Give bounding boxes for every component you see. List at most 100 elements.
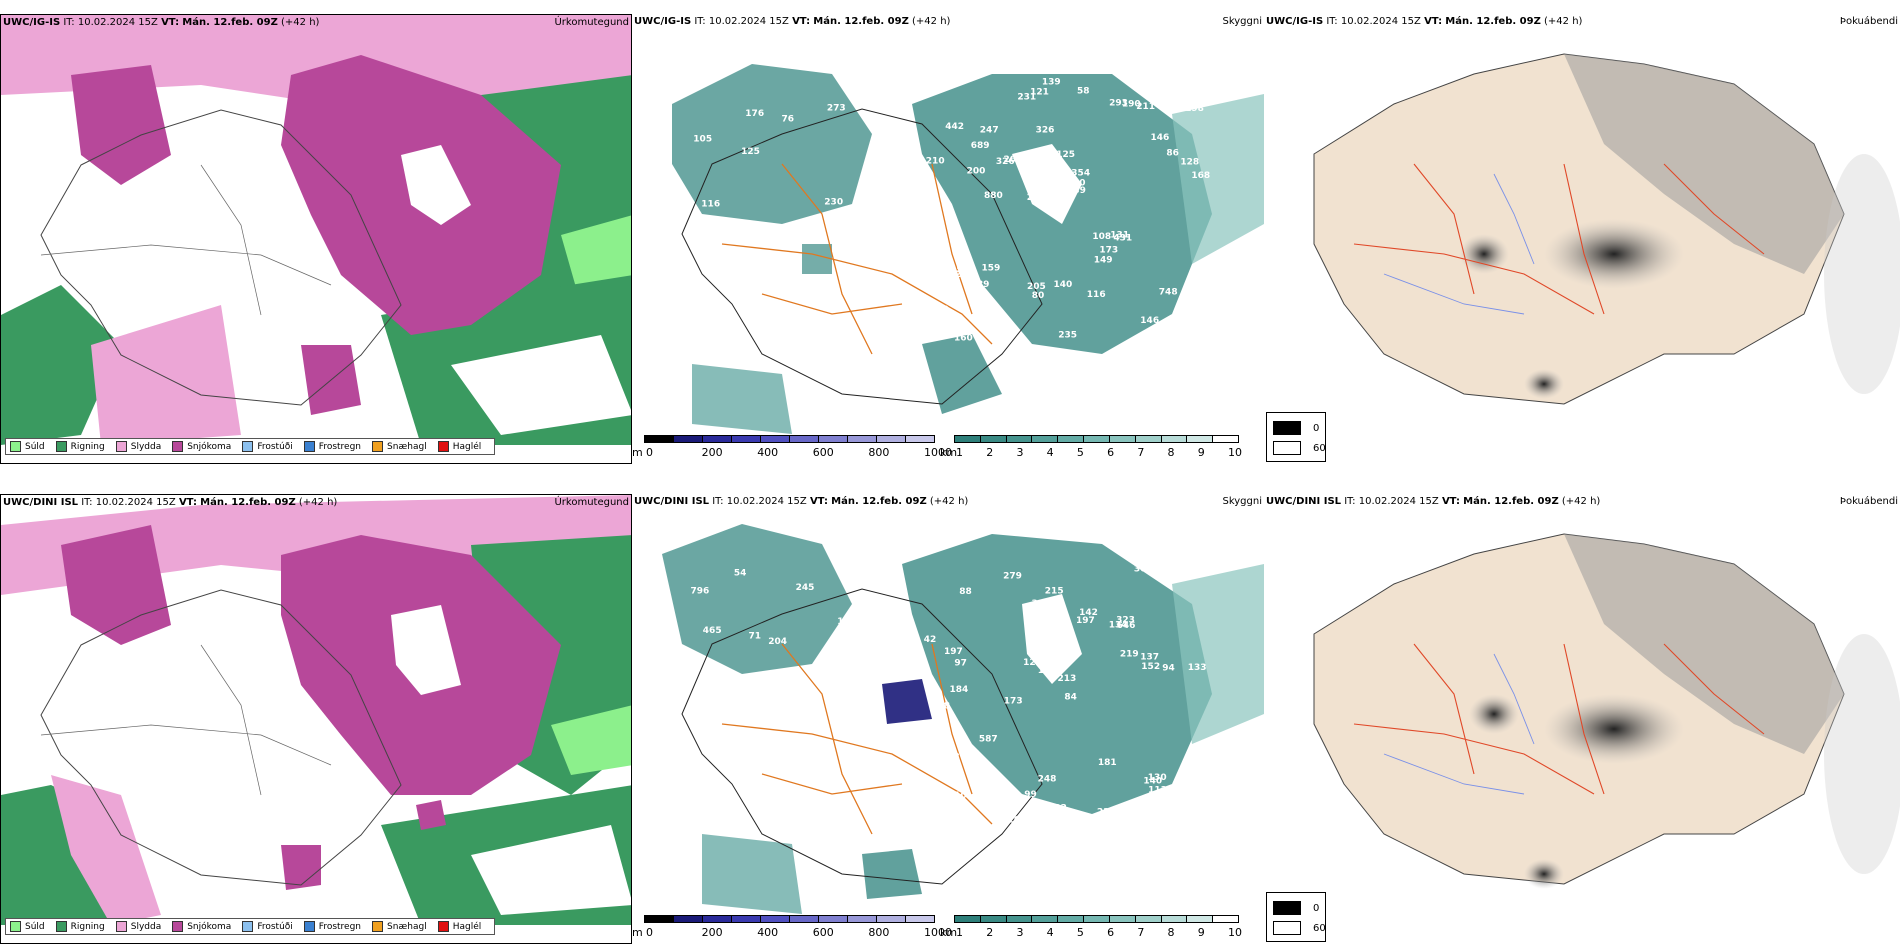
visibility-value-label: 231 [1017, 92, 1036, 102]
colorbar-tick-label: 9 [1197, 926, 1205, 939]
vis-panel-row1: 230 105 273 125 76 116 176 125 153 209 322 363 326 35… [632, 14, 1264, 464]
visibility-value-label: 293 [1109, 98, 1128, 108]
fog-legend-row1: 0 60 [1266, 412, 1326, 462]
visibility-value-label: 173 [837, 617, 856, 627]
colorbar-segment [1108, 435, 1136, 443]
legend-item: Haglél [437, 441, 481, 452]
visibility-value-label: 105 [693, 134, 712, 144]
visibility-value-label: 94 [1162, 663, 1175, 673]
visibility-value-label: 76 [782, 115, 795, 125]
visibility-value-label: 86 [1166, 149, 1179, 159]
colorbar-segment [702, 435, 732, 443]
height-colorbar-row2: m 0 200 400 600 800 1000 [632, 915, 952, 941]
visibility-value-label: 128 [1180, 158, 1199, 168]
fog-swatch-white [1273, 441, 1301, 455]
colorbar-tick-label: 10 [1228, 926, 1242, 939]
colorbar-segment [847, 435, 877, 443]
colorbar-tick-label: 400 [757, 446, 779, 459]
visibility-value-label: 465 [703, 626, 722, 636]
visibility-value-label: 99 [933, 322, 946, 332]
visibility-value-label: 300 [1134, 565, 1153, 575]
fog-map-row1 [1313, 53, 1900, 405]
visibility-value-label: 212 [942, 270, 961, 280]
vis-title-row1: Skyggni [1222, 16, 1262, 27]
fog-header-row1: UWC/IG-IS IT: 10.02.2024 15Z VT: Mán. 12… [1266, 16, 1583, 27]
precip-panel-row2: UWC/DINI ISL IT: 10.02.2024 15Z VT: Mán.… [0, 494, 632, 944]
visibility-value-label: 173 [1004, 697, 1023, 707]
visibility-value-label: 125 [741, 147, 760, 157]
visibility-value-label: 322 [1048, 803, 1067, 813]
colorbar-segment [644, 915, 674, 923]
visibility-value-label: 189 [971, 280, 990, 290]
colorbar-tick-label: 1 [956, 926, 963, 939]
colorbar-segment [1160, 435, 1188, 443]
visibility-value-label: 137 [1140, 652, 1159, 662]
visibility-value-label: 130 [1148, 773, 1167, 783]
colorbar-segment [731, 435, 761, 443]
precip-legend-row1: Súld Rigning Slydda Snjókoma Frostúði Fr… [5, 438, 496, 455]
visibility-value-label: 140 [1143, 777, 1162, 787]
legend-item: Rigning [55, 921, 105, 932]
visibility-value-label: 204 [768, 637, 787, 647]
colorbar-tick-label: 4 [1046, 446, 1054, 459]
colorbar-segment [673, 435, 703, 443]
visibility-value-label: 689 [971, 141, 990, 151]
precip-header-row2: UWC/DINI ISL IT: 10.02.2024 15Z VT: Mán.… [3, 497, 338, 508]
visibility-value-label: 200 [967, 166, 986, 176]
visibility-value-label: 323 [1116, 616, 1135, 626]
visibility-value-label: 116 [1087, 290, 1106, 300]
vis-header-row1: UWC/IG-IS IT: 10.02.2024 15Z VT: Mán. 12… [634, 16, 951, 27]
visibility-value-label: 113 [1148, 785, 1167, 795]
fog-legend-row2: 0 60 [1266, 892, 1326, 942]
colorbar-segment [1160, 915, 1188, 923]
colorbar-tick-label: 6 [1107, 926, 1115, 939]
vis-unit: km [940, 926, 958, 939]
colorbar-tick-label: 1000 [924, 446, 952, 459]
visibility-value-label: 193 [1038, 666, 1057, 676]
colorbar-segment [979, 435, 1007, 443]
visibility-value-label: 159 [982, 263, 1001, 273]
visibility-value-label: 190 [1122, 100, 1141, 110]
visibility-value-label: 880 [984, 191, 1003, 201]
colorbar-segment [818, 915, 848, 923]
height-unit: m [632, 926, 643, 939]
visibility-value-label: 354 [1078, 814, 1097, 824]
visibility-value-label: 168 [1191, 171, 1210, 181]
visibility-value-label: 796 [691, 587, 710, 597]
visibility-value-label: 133 [1188, 663, 1207, 673]
visibility-value-label: 322 [930, 305, 949, 315]
visibility-value-label: 326 [1036, 125, 1055, 135]
visibility-value-label: 198 [1185, 104, 1204, 114]
precip-header-row1: UWC/IG-IS IT: 10.02.2024 15Z VT: Mán. 12… [3, 17, 320, 28]
vis-map-row1: 230 105 273 125 76 116 176 125 153 209 322 363 326 35… [672, 64, 1264, 434]
visibility-value-label: 142 [1079, 608, 1098, 618]
colorbar-tick-label: 800 [868, 926, 890, 939]
precip-legend-row2: Súld Rigning Slydda Snjókoma Frostúði Fr… [5, 918, 496, 935]
legend-item: Súld [10, 921, 45, 932]
visibility-value-label: 108 [1092, 232, 1111, 242]
colorbar-segment [673, 915, 703, 923]
visibility-value-label: 149 [1094, 256, 1113, 266]
fog-title-row2: Þokuábendi [1839, 496, 1898, 507]
visibility-value-label: 211 [1136, 102, 1155, 112]
visibility-value-label: 540 [1067, 179, 1086, 189]
fog-title-row1: Þokuábendi [1839, 16, 1898, 27]
visibility-value-label: 131 [1110, 231, 1129, 241]
visibility-value-label: 245 [796, 583, 815, 593]
colorbar-tick-label: 10 [1228, 446, 1242, 459]
colorbar-segment [954, 915, 981, 923]
legend-item: Snæhagl [372, 441, 427, 452]
colorbar-tick-label: 0 [646, 926, 653, 939]
legend-item: Slydda [115, 441, 161, 452]
visibility-value-label: 326 [996, 157, 1015, 167]
visibility-value-label: 239 [1027, 193, 1046, 203]
colorbar-segment [1057, 435, 1085, 443]
visibility-value-label: 175 [981, 313, 1000, 323]
visibility-value-label: 748 [1159, 288, 1178, 298]
fog-panel-row2: UWC/DINI ISL IT: 10.02.2024 15Z VT: Mán.… [1264, 494, 1900, 944]
precip-map-row2 [1, 495, 631, 943]
colorbar-segment [789, 435, 819, 443]
visibility-value-label: 173 [1099, 245, 1118, 255]
visibility-value-label: 210 [948, 791, 967, 801]
legend-item: Snæhagl [372, 921, 427, 932]
